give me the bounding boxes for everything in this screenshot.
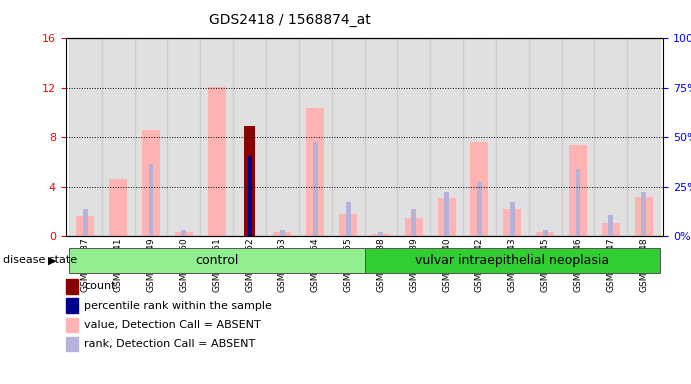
Bar [247,156,252,236]
Bar [313,142,318,236]
Bar [142,130,160,236]
Text: vulvar intraepithelial neoplasia: vulvar intraepithelial neoplasia [415,254,609,267]
Bar [627,38,660,236]
Bar [200,38,233,236]
Bar [233,38,266,236]
Bar [69,248,364,273]
Bar [167,38,200,236]
Text: control: control [195,254,238,267]
Bar [608,215,614,236]
Bar [463,38,496,236]
Bar [562,38,594,236]
Bar [503,209,521,236]
Text: rank, Detection Call = ABSENT: rank, Detection Call = ABSENT [84,339,256,349]
Bar [641,192,646,236]
Bar [430,38,463,236]
Text: percentile rank within the sample: percentile rank within the sample [84,301,272,311]
Bar [339,214,357,236]
Bar [102,38,135,236]
Text: GDS2418 / 1568874_at: GDS2418 / 1568874_at [209,13,371,27]
Bar [437,198,455,236]
Bar [569,145,587,236]
Text: disease state: disease state [3,255,77,265]
Bar [244,126,255,236]
Bar [83,209,88,236]
Bar [306,108,324,236]
Bar [405,218,423,236]
Bar [182,230,187,236]
Bar [135,38,167,236]
Bar [576,169,580,236]
Bar [372,234,390,236]
Bar [208,87,226,236]
Bar [444,192,449,236]
Bar [542,230,547,236]
Bar [496,38,529,236]
Text: count: count [84,281,116,291]
Bar [149,164,153,236]
Bar [274,232,292,236]
Bar [69,38,102,236]
Bar [76,217,95,236]
Bar [365,38,397,236]
Bar [109,179,127,236]
Text: value, Detection Call = ABSENT: value, Detection Call = ABSENT [84,320,261,330]
Bar [379,232,384,236]
Bar [529,38,562,236]
Bar [346,202,350,236]
Bar [266,38,299,236]
Bar [280,230,285,236]
Bar [332,38,365,236]
Bar [471,142,489,236]
Text: ▶: ▶ [48,255,57,265]
Bar [510,202,515,236]
Bar [594,38,627,236]
Bar [411,209,416,236]
Bar [477,182,482,236]
Bar [536,232,554,236]
Bar [365,248,660,273]
Bar [602,223,620,236]
Bar [397,38,430,236]
Bar [634,197,653,236]
Bar [299,38,332,236]
Bar [175,232,193,236]
